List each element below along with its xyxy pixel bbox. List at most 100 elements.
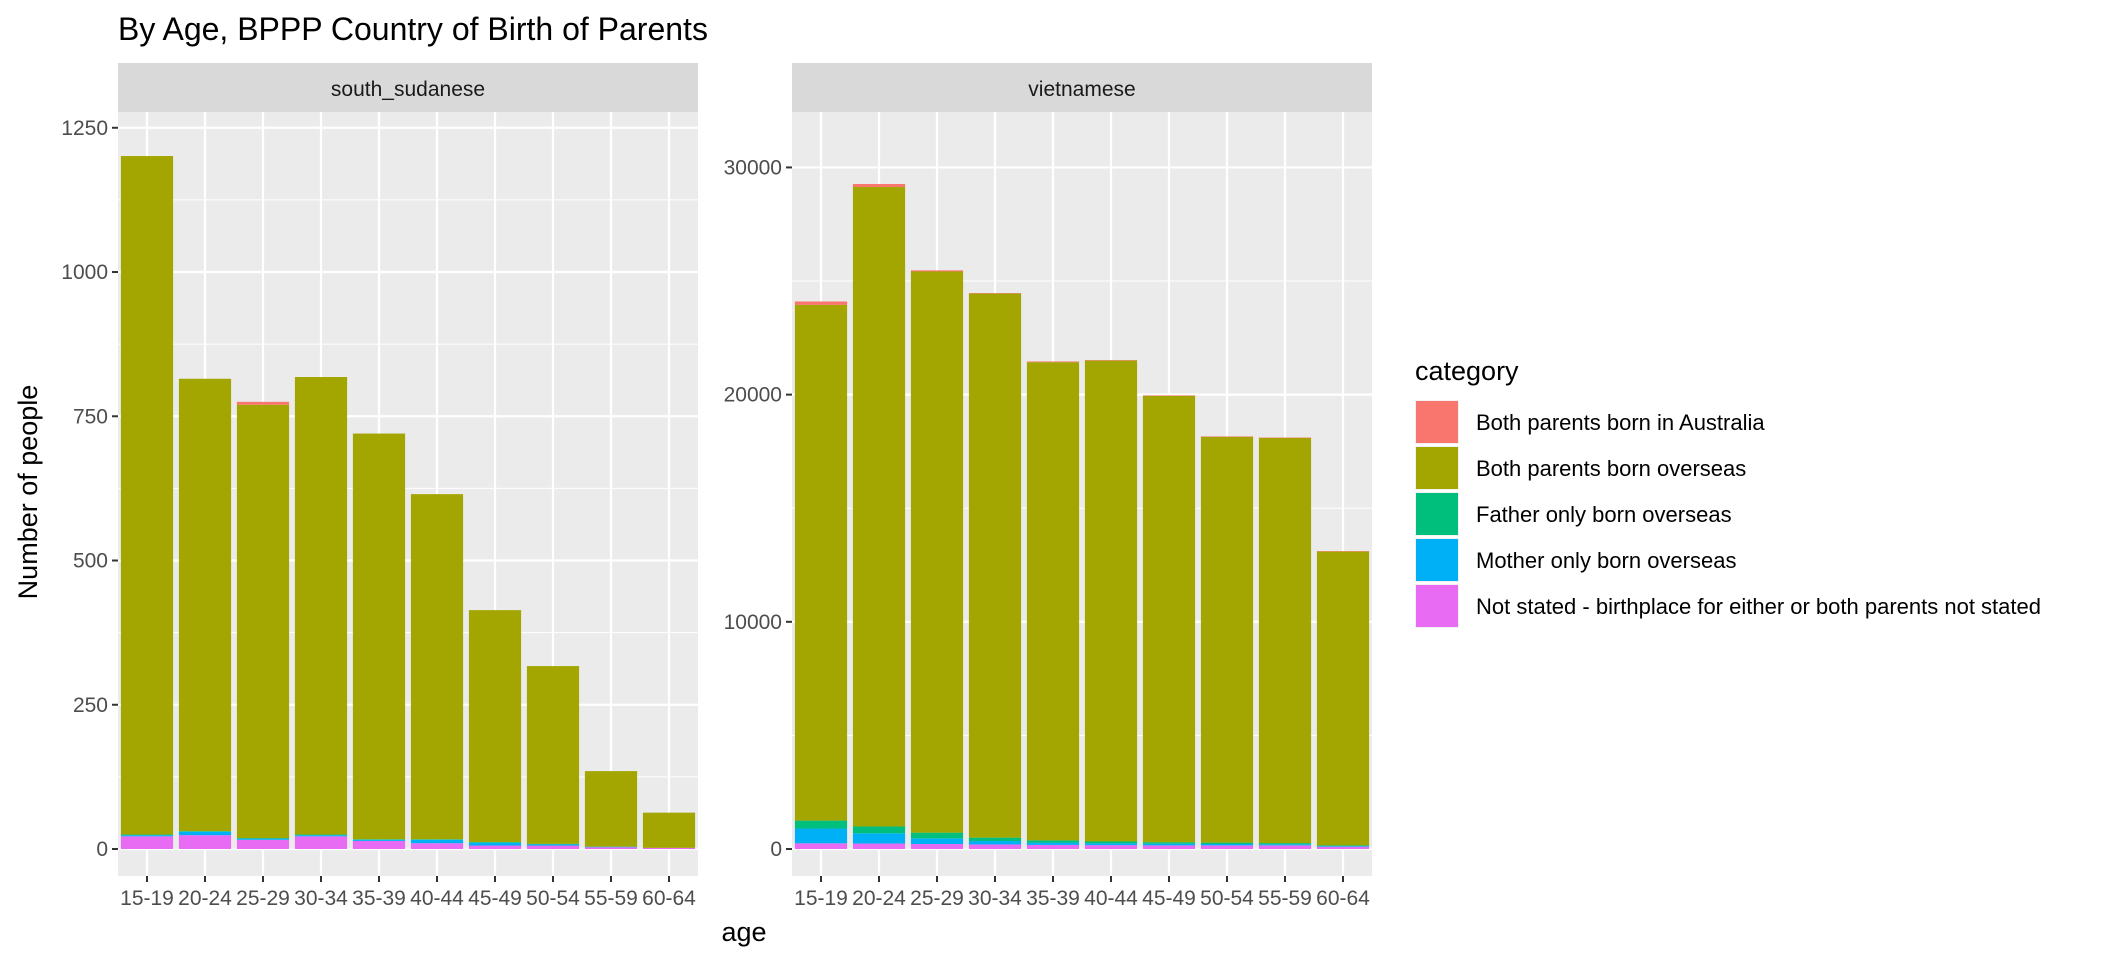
x-tick-label: 45-49 — [1142, 887, 1196, 910]
legend-items: Both parents born in Australia Both paren… — [1415, 400, 2041, 628]
bar-segment-not-stated-birthplace-for-either-or-both-parents-not-stated-50-54 — [526, 845, 580, 849]
x-tick-label: 50-54 — [1200, 887, 1254, 910]
bar-segment-father-only-born-overseas-55-59 — [1258, 843, 1312, 845]
bar-segment-mother-only-born-overseas-55-59 — [584, 846, 638, 848]
bar-segment-father-only-born-overseas-40-44 — [410, 839, 464, 840]
bar-segment-not-stated-birthplace-for-either-or-both-parents-not-stated-40-44 — [410, 843, 464, 849]
bar-segment-both-parents-born-overseas-15-19 — [794, 304, 848, 821]
bar-segment-mother-only-born-overseas-45-49 — [1142, 843, 1196, 846]
bar-segment-father-only-born-overseas-45-49 — [1142, 842, 1196, 844]
bar-segment-both-parents-born-overseas-20-24 — [852, 186, 906, 827]
bar-segment-not-stated-birthplace-for-either-or-both-parents-not-stated-40-44 — [1084, 845, 1138, 849]
legend-swatch — [1416, 401, 1458, 443]
facet-strip — [118, 63, 698, 112]
x-tick-label: 15-19 — [120, 887, 174, 910]
legend-title: category — [1415, 356, 1519, 386]
bar-segment-father-only-born-overseas-15-19 — [794, 820, 848, 829]
bar-segment-both-parents-born-overseas-45-49 — [468, 610, 522, 843]
bar-segment-both-parents-born-in-australia-15-19 — [794, 301, 848, 305]
facet-panel-south-sudanese: south_sudanese 0 250 500 750 1000 1250 15-19 20-… — [61, 63, 698, 910]
legend-label: Both parents born overseas — [1476, 456, 1746, 481]
bar-segment-father-only-born-overseas-30-34 — [294, 834, 348, 836]
bar-segment-mother-only-born-overseas-45-49 — [468, 842, 522, 846]
x-tick-label: 55-59 — [584, 887, 638, 910]
bar-segment-father-only-born-overseas-15-19 — [120, 834, 174, 836]
legend-swatch — [1416, 585, 1458, 627]
x-axis-title: age — [721, 917, 766, 947]
bar-segment-both-parents-born-overseas-30-34 — [294, 377, 348, 835]
bar-segment-both-parents-born-overseas-30-34 — [968, 293, 1022, 838]
facet-panel-vietnamese: vietnamese 0 10000 20000 30000 15-19 20-24 25-2… — [724, 63, 1372, 910]
x-tick-label: 45-49 — [468, 887, 522, 910]
legend-label: Not stated - birthplace for either or bo… — [1476, 594, 2041, 619]
bar-segment-mother-only-born-overseas-50-54 — [1200, 844, 1254, 846]
bar-segment-both-parents-born-in-australia-55-59 — [1258, 437, 1312, 439]
legend-item-both-parents-born-overseas: Both parents born overseas — [1415, 446, 1746, 490]
x-tick-label: 30-34 — [968, 887, 1022, 910]
facet-strip-label: vietnamese — [1028, 78, 1135, 101]
bar-segment-father-only-born-overseas-25-29 — [236, 838, 290, 839]
y-tick-label: 250 — [73, 694, 108, 717]
y-tick-label: 750 — [73, 405, 108, 428]
bar-segment-not-stated-birthplace-for-either-or-both-parents-not-stated-55-59 — [1258, 845, 1312, 849]
bar-segment-mother-only-born-overseas-35-39 — [1026, 842, 1080, 845]
bar-segment-both-parents-born-overseas-35-39 — [352, 433, 406, 840]
bar-segment-both-parents-born-in-australia-45-49 — [1142, 395, 1196, 396]
bar-segment-father-only-born-overseas-40-44 — [1084, 841, 1138, 844]
bar-segment-mother-only-born-overseas-50-54 — [526, 844, 580, 846]
x-tick-label: 60-64 — [1316, 887, 1370, 910]
bar-segment-not-stated-birthplace-for-either-or-both-parents-not-stated-25-29 — [236, 839, 290, 849]
x-tick-label: 25-29 — [236, 887, 290, 910]
x-tick-label: 20-24 — [178, 887, 232, 910]
bar-segment-not-stated-birthplace-for-either-or-both-parents-not-stated-35-39 — [1026, 844, 1080, 849]
facet-strip — [792, 63, 1372, 112]
bar-segment-father-only-born-overseas-30-34 — [968, 837, 1022, 842]
bar-segment-father-only-born-overseas-20-24 — [852, 826, 906, 834]
bar-segment-both-parents-born-in-australia-25-29 — [236, 401, 290, 405]
bar-segment-mother-only-born-overseas-55-59 — [1258, 844, 1312, 846]
x-tick-label: 60-64 — [642, 887, 696, 910]
bar-segment-both-parents-born-overseas-25-29 — [236, 404, 290, 839]
bar-segment-father-only-born-overseas-35-39 — [352, 839, 406, 840]
y-tick-label: 20000 — [724, 384, 782, 407]
bar-segment-both-parents-born-overseas-45-49 — [1142, 395, 1196, 843]
bar-segment-father-only-born-overseas-50-54 — [1200, 842, 1254, 845]
bar-segment-not-stated-birthplace-for-either-or-both-parents-not-stated-45-49 — [1142, 845, 1196, 849]
legend-swatch — [1416, 447, 1458, 489]
bar-segment-both-parents-born-in-australia-40-44 — [1084, 360, 1138, 361]
bar-segment-both-parents-born-overseas-15-19 — [120, 156, 174, 835]
bar-segment-both-parents-born-overseas-25-29 — [910, 271, 964, 833]
y-tick-label: 0 — [96, 838, 108, 861]
x-tick-label: 40-44 — [1084, 887, 1138, 910]
legend-label: Father only born overseas — [1476, 502, 1732, 527]
y-tick-label: 500 — [73, 550, 108, 573]
legend-item-both-parents-born-in-australia: Both parents born in Australia — [1415, 400, 1765, 444]
y-tick-label: 10000 — [724, 611, 782, 634]
bar-segment-father-only-born-overseas-60-64 — [1316, 845, 1370, 847]
x-tick-label: 15-19 — [794, 887, 848, 910]
legend-item-not-stated-birthplace-for-either-or-both-parents-not-stated: Not stated - birthplace for either or bo… — [1415, 584, 2041, 628]
bar-segment-not-stated-birthplace-for-either-or-both-parents-not-stated-60-64 — [1316, 846, 1370, 849]
chart-title: By Age, BPPP Country of Birth of Parents — [118, 11, 708, 47]
bar-segment-not-stated-birthplace-for-either-or-both-parents-not-stated-15-19 — [794, 843, 848, 849]
x-tick-label: 55-59 — [1258, 887, 1312, 910]
y-tick-label: 1000 — [61, 261, 108, 284]
bar-segment-mother-only-born-overseas-20-24 — [852, 833, 906, 844]
bar-segment-both-parents-born-overseas-60-64 — [1316, 551, 1370, 846]
bar-segment-mother-only-born-overseas-30-34 — [294, 835, 348, 837]
bar-segment-mother-only-born-overseas-15-19 — [794, 828, 848, 844]
bar-segment-both-parents-born-in-australia-50-54 — [1200, 436, 1254, 437]
legend: category Both parents born in AustraliaB… — [1415, 356, 2041, 628]
x-tick-label: 20-24 — [852, 887, 906, 910]
bar-segment-not-stated-birthplace-for-either-or-both-parents-not-stated-45-49 — [468, 845, 522, 849]
bar-segment-not-stated-birthplace-for-either-or-both-parents-not-stated-35-39 — [352, 840, 406, 849]
bar-segment-both-parents-born-in-australia-20-24 — [852, 184, 906, 187]
bar-segment-mother-only-born-overseas-15-19 — [120, 835, 174, 837]
bar-segment-both-parents-born-in-australia-30-34 — [968, 293, 1022, 294]
bar-segment-both-parents-born-in-australia-25-29 — [910, 270, 964, 272]
x-tick-label: 25-29 — [910, 887, 964, 910]
bar-segment-mother-only-born-overseas-60-64 — [1316, 846, 1370, 847]
x-tick-label: 40-44 — [410, 887, 464, 910]
bar-segment-not-stated-birthplace-for-either-or-both-parents-not-stated-55-59 — [584, 847, 638, 849]
